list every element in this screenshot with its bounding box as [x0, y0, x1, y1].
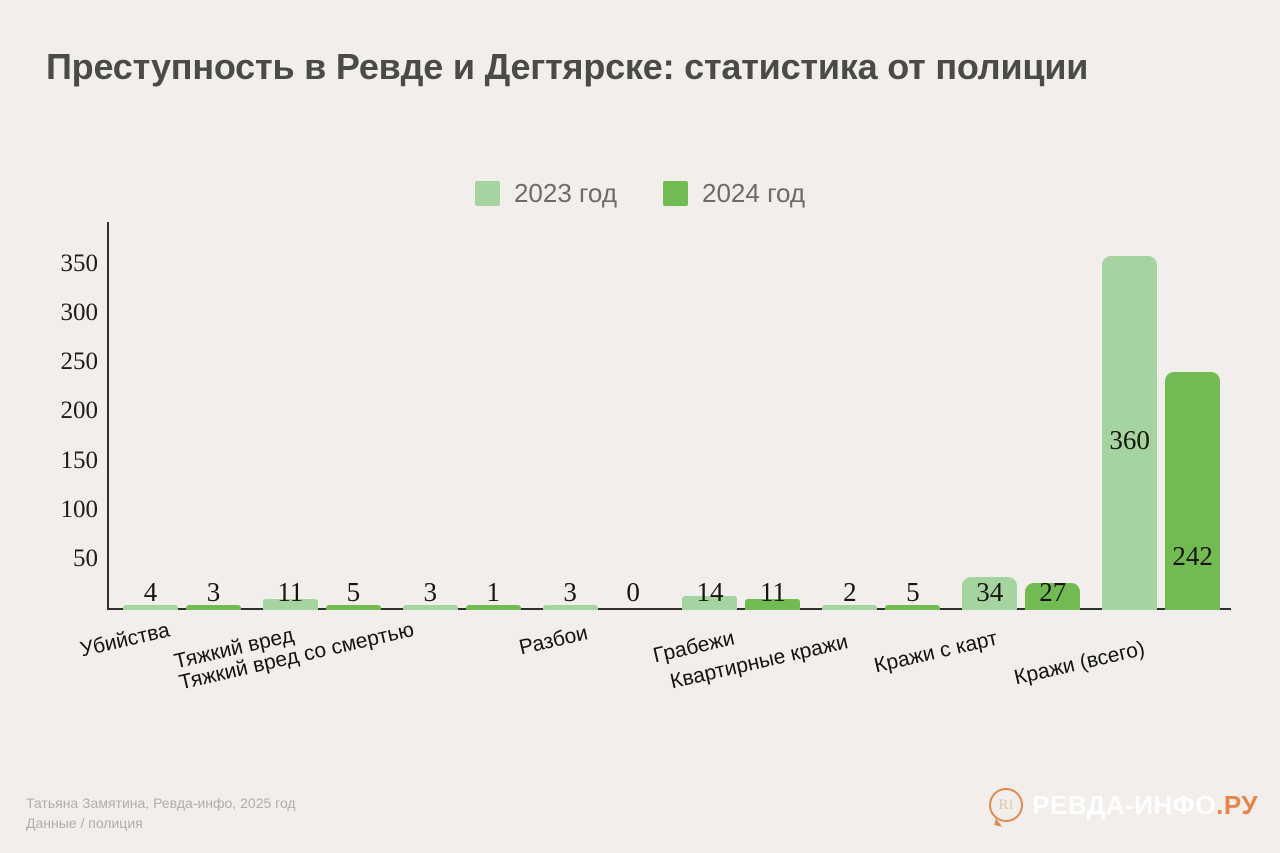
- bar-value-label: 11: [277, 577, 304, 607]
- bar-2024[interactable]: 1: [465, 2, 521, 610]
- y-tick-label: 350: [60, 250, 99, 277]
- logo-name: РЕВДА-ИНФО: [1032, 789, 1217, 820]
- legend-label-2024: 2024 год: [702, 178, 806, 208]
- bar-2023[interactable]: 3: [402, 2, 458, 610]
- bar-value-label: 3: [206, 577, 221, 607]
- bar-value-label: 3: [423, 577, 437, 607]
- y-tick-label: 50: [73, 544, 98, 572]
- bar-value-label: 27: [1039, 577, 1067, 607]
- bar-fill: [962, 576, 1018, 610]
- bar-2024[interactable]: 0: [606, 2, 661, 610]
- x-axis-line: [107, 608, 1231, 610]
- footer-credit: Татьяна Замятина, Ревда-инфо, 2025 год Д…: [26, 793, 296, 833]
- y-axis-line: [107, 222, 109, 610]
- x-category-label: Кражи с карт: [872, 626, 1000, 678]
- chart-legend: 2023 год 2024 год: [0, 178, 1280, 209]
- bar-2024[interactable]: 5: [885, 2, 941, 610]
- bar-value-label: 242: [1172, 541, 1213, 572]
- bar-value-label: 0: [626, 577, 640, 607]
- logo-suffix: .РУ: [1216, 789, 1258, 820]
- y-tick-label: 200: [60, 397, 99, 425]
- bar-fill: [885, 605, 941, 610]
- logo-mark-text: Ri: [998, 796, 1014, 813]
- y-axis-tick-labels: 50 100 150 200 250 300 350: [30, 0, 99, 853]
- bar-value-label: 5: [906, 577, 920, 607]
- bar-fill: [122, 605, 178, 610]
- bar-fill: [262, 599, 318, 610]
- bar-2024[interactable]: 11: [745, 2, 801, 610]
- bar-value-label: 11: [759, 577, 786, 607]
- site-logo[interactable]: Ri РЕВДА-ИНФО.РУ: [989, 788, 1258, 822]
- bar-fill: [745, 599, 801, 610]
- y-tick-label: 150: [60, 446, 99, 474]
- bar-2023[interactable]: 4: [122, 2, 178, 610]
- bar-fill: [325, 605, 381, 610]
- x-category-label: Убийства: [78, 618, 172, 662]
- y-tick-label: 250: [60, 348, 99, 376]
- bar-2023[interactable]: 11: [262, 2, 318, 610]
- bar-2024[interactable]: 27: [1025, 2, 1081, 610]
- bar-2023[interactable]: 360: [1102, 2, 1158, 610]
- bar-2024[interactable]: 242: [1165, 2, 1221, 610]
- legend-item-2024[interactable]: 2024 год: [663, 178, 805, 209]
- x-category-label: Разбои: [517, 621, 590, 660]
- bar-fill: [402, 605, 458, 610]
- bar-2023[interactable]: 3: [542, 2, 598, 610]
- bar-2024[interactable]: 5: [325, 2, 381, 610]
- bar-value-label: 4: [143, 577, 158, 607]
- bar-series-layer: 4 11 3 3 14 2 34 360 3 5 1 0 11 5 27 242: [122, 2, 1221, 610]
- bar-value-label: 360: [1109, 425, 1150, 456]
- x-category-label: Кражи (всего): [1012, 637, 1147, 690]
- bar-fill: [542, 605, 598, 610]
- bar-value-label: 3: [563, 577, 577, 607]
- bar-value-label: 34: [976, 577, 1004, 607]
- bar-2023[interactable]: 14: [682, 2, 738, 610]
- bar-2023[interactable]: 34: [962, 2, 1018, 610]
- footer-credit-line1: Татьяна Замятина, Ревда-инфо, 2025 год: [26, 795, 296, 811]
- bar-value-label: 2: [843, 577, 857, 607]
- y-tick-label: 100: [60, 495, 99, 523]
- legend-swatch-2023-icon: [474, 181, 500, 206]
- bar-fill: [1102, 256, 1158, 610]
- legend-swatch-2024-icon: [663, 181, 688, 206]
- y-tick-label: 300: [60, 299, 99, 327]
- bar-2023[interactable]: 2: [822, 2, 878, 610]
- bar-2024[interactable]: 3: [185, 2, 241, 610]
- bar-fill: [822, 605, 878, 610]
- bar-fill: [1025, 583, 1081, 610]
- bar-fill: [465, 605, 521, 610]
- page-title: Преступность в Ревде и Дегтярске: статис…: [46, 46, 1089, 87]
- bar-value-label: 1: [486, 577, 500, 607]
- bar-value-label: 5: [346, 577, 361, 607]
- legend-label-2023: 2023 год: [513, 178, 617, 208]
- footer-credit-line2: Данные / полиция: [26, 815, 143, 831]
- bar-fill: [1165, 372, 1221, 610]
- bar-fill: [185, 605, 241, 610]
- bar-value-label: 14: [696, 577, 724, 607]
- logo-wordmark: РЕВДА-ИНФО.РУ: [1032, 790, 1258, 821]
- legend-item-2023[interactable]: 2023 год: [474, 178, 617, 209]
- bar-fill: [682, 596, 738, 610]
- speech-bubble-icon: Ri: [989, 788, 1024, 822]
